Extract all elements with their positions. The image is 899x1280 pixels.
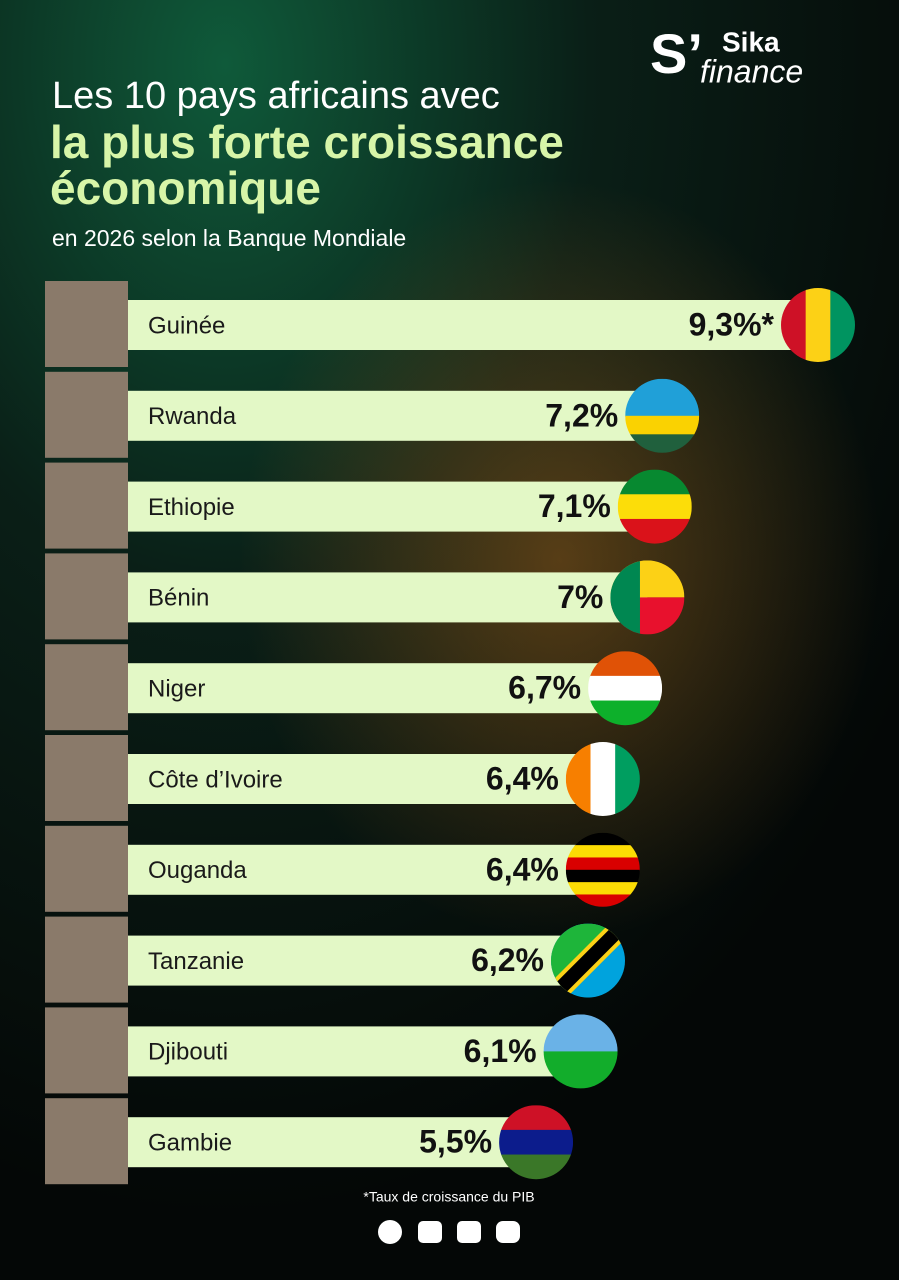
flag — [551, 923, 625, 998]
category-label: Bénin — [148, 585, 209, 612]
flag-stripe — [617, 494, 692, 520]
flag-stripe — [590, 742, 617, 816]
bar — [128, 390, 663, 441]
subtitle: en 2026 selon la Banque Mondiale — [52, 225, 406, 251]
logo-mark: S’ — [650, 22, 703, 85]
bar — [128, 481, 655, 532]
footnote: *Taux de croissance du PIB — [363, 1189, 534, 1205]
flag — [610, 560, 685, 635]
bar — [128, 844, 603, 895]
value-label: 7,1% — [538, 488, 611, 524]
bar — [128, 572, 648, 623]
value-label: 9,3%* — [689, 306, 775, 342]
facebook-icon[interactable] — [457, 1221, 481, 1243]
title-line: la plus forte croissance — [50, 116, 564, 168]
photo — [45, 916, 128, 1003]
bar — [128, 754, 603, 804]
instagram-icon[interactable] — [496, 1221, 520, 1243]
flag-stripe — [551, 923, 625, 998]
value-label: 6,2% — [471, 942, 544, 978]
flag — [617, 469, 692, 544]
bar — [128, 1026, 581, 1077]
flag-stripe — [499, 1129, 574, 1156]
youtube-icon[interactable] — [418, 1221, 442, 1243]
category-label: Djibouti — [148, 1039, 228, 1066]
photo — [45, 281, 128, 367]
value-label: 7% — [557, 579, 603, 615]
bar — [128, 300, 818, 350]
photo — [45, 553, 128, 640]
photo — [45, 462, 128, 549]
photo — [45, 1098, 128, 1185]
photo — [45, 825, 128, 912]
photo — [45, 1007, 128, 1094]
value-label: 5,5% — [419, 1124, 492, 1160]
flag-stripe — [625, 397, 700, 417]
glow — [240, 180, 880, 940]
value-label: 6,1% — [464, 1033, 537, 1069]
value-label: 7,2% — [545, 397, 618, 433]
bar — [128, 1117, 537, 1168]
bar — [128, 935, 588, 986]
logo-name: Sika — [722, 26, 780, 57]
flag-stripe — [625, 415, 700, 436]
category-label: Guinée — [148, 312, 225, 339]
bar — [128, 663, 626, 714]
flag-stripe — [588, 675, 663, 702]
value-label: 6,4% — [486, 851, 559, 887]
x-icon[interactable] — [378, 1220, 402, 1244]
photo — [45, 735, 128, 821]
category-label: Tanzanie — [148, 948, 244, 975]
category-label: Côte d’Ivoire — [148, 766, 283, 793]
flag-stripe — [805, 288, 832, 362]
title-line: Les 10 pays africains avec — [52, 75, 500, 117]
social-icons — [378, 1220, 520, 1244]
flag-stripe — [565, 845, 640, 859]
category-label: Ouganda — [148, 857, 247, 884]
category-label: Ethiopie — [148, 494, 235, 521]
logo-sub: finance — [700, 53, 803, 89]
title-line: économique — [50, 162, 321, 214]
category-label: Rwanda — [148, 403, 237, 430]
flag-stripe — [565, 857, 640, 871]
category-label: Gambie — [148, 1130, 232, 1157]
category-label: Niger — [148, 676, 205, 703]
flag-stripe — [565, 869, 640, 884]
value-label: 6,4% — [486, 760, 559, 796]
value-label: 6,7% — [508, 670, 581, 706]
photo — [45, 371, 128, 458]
photo — [45, 644, 128, 731]
flag-stripe — [565, 882, 640, 896]
